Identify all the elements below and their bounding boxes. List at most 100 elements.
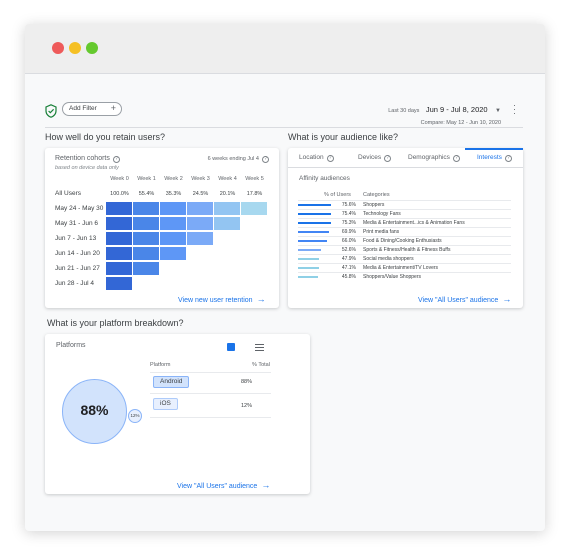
arrow-right-icon: → (261, 480, 271, 490)
pct-users-header: % of Users (324, 192, 351, 198)
retention-cell[interactable] (133, 217, 159, 230)
help-icon[interactable]: ? (112, 156, 120, 163)
tab-interests[interactable]: Interests? (477, 154, 512, 162)
affinity-pct: 47.1% (341, 265, 356, 271)
retention-cell[interactable] (187, 232, 213, 245)
affinity-row[interactable]: 45.8% Shoppers/Value Shoppers (298, 272, 511, 281)
retention-cell[interactable] (160, 202, 186, 215)
retention-cell[interactable] (106, 202, 132, 215)
affinity-bar (298, 231, 329, 233)
affinity-bar (298, 267, 319, 269)
affinity-row[interactable]: 69.9% Print media fans (298, 227, 511, 236)
affinity-bar (298, 276, 319, 278)
retention-weeks-info: 6 weeks ending Jul 4? (208, 156, 269, 163)
filter-bar: Add Filter + Last 30 days Jun 9 - Jul 8,… (45, 98, 523, 128)
affinity-row[interactable]: 47.1% Media & Entertainment/TV Lovers (298, 263, 511, 272)
retention-cell[interactable] (133, 202, 159, 215)
date-range-picker[interactable]: Last 30 days Jun 9 - Jul 8, 2020 ▼ Compa… (388, 99, 501, 126)
retention-cell[interactable] (214, 217, 240, 230)
categories-header: Categories (363, 192, 390, 198)
retention-cell[interactable] (187, 202, 213, 215)
affinity-pct: 66.0% (341, 238, 356, 244)
retention-cell[interactable] (106, 247, 132, 260)
affinity-row[interactable]: 75.6% Shoppers (298, 200, 511, 209)
retention-cell[interactable] (133, 232, 159, 245)
audience-section-title: What is your audience like? (288, 132, 399, 142)
date-range-value: Jun 9 - Jul 8, 2020 (425, 105, 488, 114)
retention-cell[interactable] (160, 247, 186, 260)
add-filter-label: Add Filter (69, 105, 97, 112)
list-view-icon[interactable] (255, 344, 264, 351)
affinity-pct: 75.3% (341, 220, 356, 226)
cohort-label: May 31 - Jun 6 (55, 220, 98, 227)
week-header: Week 5 (245, 176, 264, 182)
view-audience-link[interactable]: View "All Users" audience → (418, 294, 512, 304)
cohort-label: Jun 21 - Jun 27 (55, 265, 100, 272)
retention-card: Retention cohorts? based on device data … (45, 148, 279, 308)
retention-subtitle: based on device data only (55, 165, 119, 171)
platform-card: Platforms 88% 12% Platform % Total Andro… (45, 334, 310, 494)
all-users-pct: 55.4% (138, 191, 155, 197)
arrow-right-icon: → (256, 294, 266, 304)
affinity-row[interactable]: 52.6% Sports & Fitness/Health & Fitness B… (298, 245, 511, 254)
retention-cell[interactable] (160, 217, 186, 230)
affinity-category: Shoppers (363, 202, 385, 208)
platforms-title: Platforms (56, 342, 86, 349)
week-header: Week 3 (191, 176, 210, 182)
audience-card: Location? Devices? Demographics? Interes… (288, 148, 523, 308)
help-icon[interactable]: ? (384, 155, 392, 162)
affinity-bar (298, 222, 332, 224)
close-window-button[interactable] (52, 42, 64, 54)
affinity-row[interactable]: 75.3% Media & Entertainment...ics & Anima… (298, 218, 511, 227)
help-icon[interactable]: ? (504, 155, 512, 162)
week-header: Week 1 (137, 176, 156, 182)
affinity-row[interactable]: 66.0% Food & Dining/Cooking Enthusiasts (298, 236, 511, 245)
plus-icon: + (110, 103, 116, 113)
retention-cell[interactable] (106, 277, 132, 290)
affinity-row[interactable]: 75.4% Technology Fans (298, 209, 511, 218)
affinity-category: Technology Fans (363, 211, 401, 217)
retention-cell[interactable] (106, 262, 132, 275)
retention-cell[interactable] (106, 217, 132, 230)
platform-pct: 88% (241, 379, 253, 385)
retention-cell[interactable] (133, 247, 159, 260)
affinity-bar (298, 240, 328, 242)
view-retention-link[interactable]: View new user retention → (178, 294, 266, 304)
week-header: Week 2 (164, 176, 183, 182)
retention-cell[interactable] (160, 232, 186, 245)
add-filter-button[interactable]: Add Filter + (62, 102, 122, 116)
browser-window: Add Filter + Last 30 days Jun 9 - Jul 8,… (25, 24, 545, 531)
platform-pct: 12% (241, 403, 253, 409)
maximize-window-button[interactable] (86, 42, 98, 54)
more-options-icon[interactable]: · · · (513, 100, 516, 118)
help-icon[interactable]: ? (326, 155, 334, 162)
tab-location[interactable]: Location? (299, 154, 334, 162)
tab-demographics[interactable]: Demographics? (408, 154, 460, 162)
platform-header: Platform (150, 362, 171, 368)
title-bar (25, 24, 545, 74)
help-icon[interactable]: ? (262, 156, 269, 163)
affinity-category: Media & Entertainment/TV Lovers (363, 265, 439, 271)
tab-devices[interactable]: Devices? (358, 154, 392, 162)
affinity-pct: 75.6% (341, 202, 356, 208)
help-icon[interactable]: ? (452, 155, 460, 162)
ios-bubble: 12% (128, 409, 142, 423)
retention-section-title: How well do you retain users? (45, 132, 166, 142)
retention-cell[interactable] (187, 217, 213, 230)
affinity-bar (298, 204, 332, 206)
affinity-category: Shoppers/Value Shoppers (363, 274, 422, 280)
cohort-label: Jun 7 - Jun 13 (55, 235, 97, 242)
platform-chip-android[interactable]: Android (153, 376, 190, 388)
retention-cell[interactable] (133, 262, 159, 275)
minimize-window-button[interactable] (69, 42, 81, 54)
retention-cell[interactable] (106, 232, 132, 245)
bar-chart-icon[interactable] (227, 343, 235, 351)
week-header: Week 0 (110, 176, 129, 182)
platform-chip-ios[interactable]: iOS (153, 398, 178, 410)
affinity-pct: 47.9% (341, 256, 356, 262)
affinity-row[interactable]: 47.9% Social media shoppers (298, 254, 511, 263)
retention-cell[interactable] (241, 202, 267, 215)
retention-cell[interactable] (214, 202, 240, 215)
arrow-right-icon: → (502, 294, 512, 304)
view-platform-audience-link[interactable]: View "All Users" audience → (177, 480, 271, 490)
